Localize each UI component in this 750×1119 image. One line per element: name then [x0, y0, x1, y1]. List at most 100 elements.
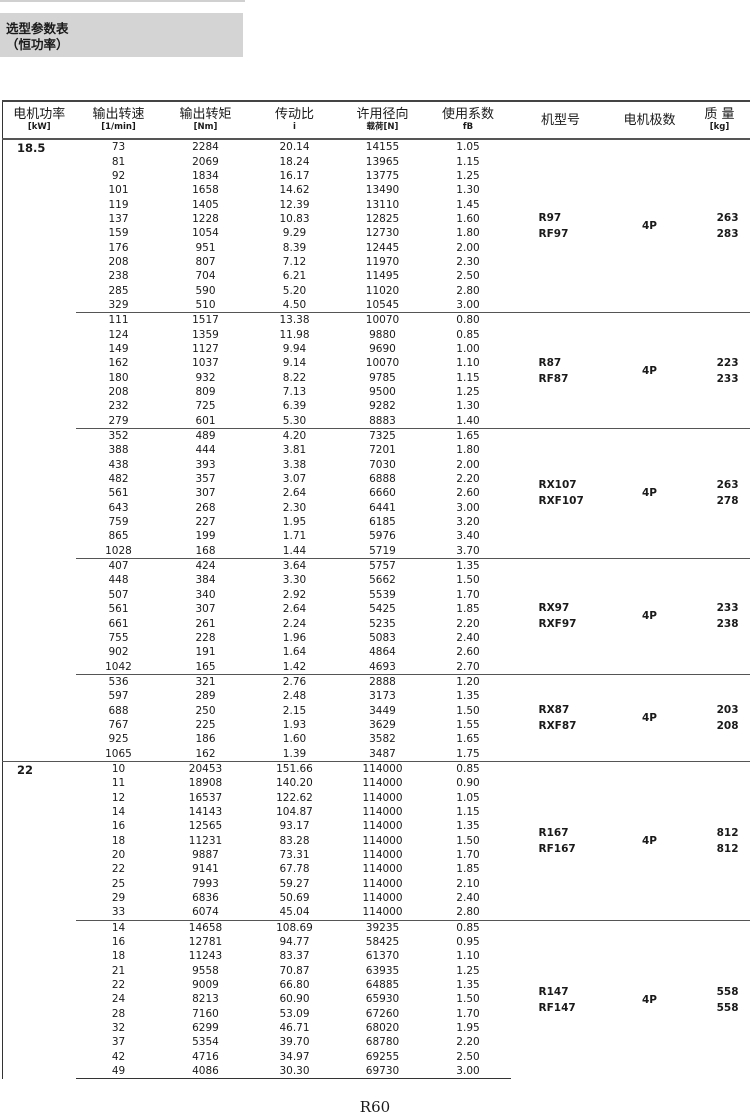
speed-cell: 101: [108, 184, 129, 197]
ratio-cell: 1.93: [282, 718, 307, 731]
speed-cell: 14: [111, 805, 126, 818]
ratio-cell: 1.60: [282, 733, 307, 746]
table-row: 28 7160 53.09 67260 1.70: [3, 1007, 750, 1021]
radial-load-cell: 3582: [369, 733, 396, 746]
header-radial-load: 许用径向 载荷[N]: [339, 100, 426, 140]
service-factor-cell: 1.50: [456, 993, 480, 1006]
speed-cell: 902: [108, 646, 129, 659]
table-row: 18 11243 83.37 61370 1.10: [3, 949, 750, 963]
radial-load-cell: 13490: [365, 184, 400, 197]
radial-load-cell: 39235: [339, 919, 426, 935]
section-title-box: 选型参数表 （恒功率）: [0, 13, 243, 57]
radial-load-cell: 5539: [369, 588, 396, 601]
model-name: RF147: [538, 1001, 576, 1014]
radial-load-cell: 63935: [365, 964, 400, 977]
ratio-cell: 94.77: [279, 936, 310, 949]
motor-power-cell: 22: [2, 760, 76, 1079]
model-cell: R97 RF97: [511, 139, 611, 313]
model-cell: R167 RF167: [510, 760, 611, 921]
service-factor-cell: 1.75: [456, 747, 480, 760]
torque-cell: 2069: [192, 155, 219, 168]
radial-load-cell: 4864: [369, 646, 396, 659]
ratio-cell: 3.07: [282, 473, 307, 486]
radial-load-cell: 114000: [362, 877, 403, 890]
speed-cell: 18: [111, 950, 126, 963]
radial-load-cell: 9500: [369, 386, 396, 399]
ratio-cell: 3.30: [282, 574, 307, 587]
motor-poles-cell: 4P: [610, 557, 689, 675]
speed-cell: 688: [108, 704, 129, 717]
mass-value: 203: [716, 703, 739, 716]
ratio-cell: 83.28: [279, 834, 310, 847]
torque-cell: 14658: [161, 919, 250, 935]
torque-cell: 12781: [188, 936, 223, 949]
table-row: 329 510 4.50 10545 3.00: [3, 298, 750, 313]
table-row: 12 16537 122.62 114000 1.05: [3, 790, 750, 804]
header-unit: 载荷[N]: [366, 122, 399, 132]
service-factor-cell: 2.80: [456, 906, 480, 919]
model-name: R147: [538, 985, 569, 998]
ratio-cell: 30.30: [249, 1064, 340, 1080]
torque-cell: 809: [195, 386, 216, 399]
table-row: 101 1658 14.62 13490 1.30: [3, 183, 750, 197]
table-row: 20 9887 73.31 114000 1.70: [3, 848, 750, 862]
table-row: 180 932 8.22 9785 1.15: [3, 371, 750, 385]
speed-cell: 16: [111, 820, 126, 833]
ratio-cell: 2.64: [282, 603, 307, 616]
service-factor-cell: 1.80: [456, 227, 480, 240]
torque-cell: 951: [195, 241, 216, 254]
table-row: 159 1054 9.29 12730 1.80: [3, 226, 750, 240]
ratio-cell: 20.14: [279, 141, 310, 154]
ratio-cell: 53.09: [279, 1007, 310, 1020]
header-label: 许用径向: [356, 107, 409, 122]
speed-cell: 232: [108, 400, 129, 413]
radial-load-cell: 6185: [369, 516, 396, 529]
motor-poles-cell: 4P: [610, 312, 689, 429]
table-row: 37 5354 39.70 68780 2.20: [3, 1035, 750, 1049]
torque-cell: 340: [195, 588, 216, 601]
ratio-cell: 2.76: [249, 673, 340, 690]
table-row: 561 307 2.64 6660 2.60: [3, 486, 750, 500]
speed-cell: 482: [108, 473, 129, 486]
radial-load-cell: 11970: [365, 255, 400, 268]
speed-cell: 1028: [105, 544, 132, 557]
speed-cell: 597: [108, 690, 129, 703]
torque-cell: 1517: [161, 312, 250, 328]
radial-load-cell: 114000: [362, 820, 403, 833]
speed-cell: 111: [75, 312, 162, 328]
radial-load-cell: 58425: [365, 936, 400, 949]
radial-load-cell: 3449: [369, 704, 396, 717]
table-header-row: 电机功率 [kW] 输出转速 [1/min] 输出转矩 [Nm] 传动比 i 许用径向 载荷[N]…: [2, 100, 750, 140]
motor-poles-cell: 4P: [610, 760, 689, 921]
table-row: 16 12565 93.17 114000 1.35: [3, 819, 750, 833]
speed-cell: 18: [111, 834, 126, 847]
service-factor-cell: 1.30: [456, 400, 480, 413]
mass-value: 263: [716, 479, 739, 492]
torque-cell: 6074: [192, 906, 219, 919]
table-row: 119 1405 12.39 13110 1.45: [3, 197, 750, 211]
speed-cell: 137: [108, 212, 129, 225]
ratio-cell: 67.78: [279, 863, 310, 876]
service-factor-cell: 1.00: [456, 342, 480, 355]
speed-cell: 22: [111, 979, 126, 992]
table-row: 33 6074 45.04 114000 2.80: [3, 905, 750, 920]
table-row: 208 807 7.12 11970 2.30: [3, 255, 750, 269]
mass-value: 263: [716, 212, 739, 225]
ratio-cell: 6.21: [282, 270, 307, 283]
torque-cell: 725: [195, 400, 216, 413]
torque-cell: 8213: [192, 993, 219, 1006]
speed-cell: 279: [108, 414, 129, 427]
radial-load-cell: 13775: [365, 169, 400, 182]
service-factor-cell: 1.15: [456, 371, 480, 384]
service-factor-cell: 1.95: [456, 1022, 480, 1035]
service-factor-cell: 1.05: [456, 141, 480, 154]
table-row: 1042 165 1.42 4693 2.70: [3, 659, 750, 674]
speed-cell: 285: [108, 284, 129, 297]
torque-cell: 9009: [192, 979, 219, 992]
ratio-cell: 34.97: [279, 1050, 310, 1063]
radial-load-cell: 12730: [365, 227, 400, 240]
model-cell: RX107 RXF107: [510, 427, 611, 559]
torque-cell: 12565: [188, 820, 223, 833]
service-factor-cell: 0.85: [425, 760, 511, 777]
speed-cell: 81: [111, 155, 126, 168]
